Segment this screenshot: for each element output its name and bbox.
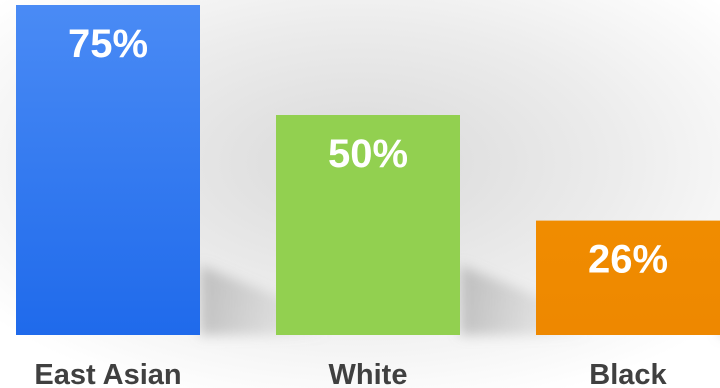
value-labels: 75% 50% 26% [68,22,668,282]
category-label-east-asian: East Asian [34,359,181,388]
bar-east-asian [16,5,200,335]
category-label-white: White [329,359,408,388]
value-label-black: 26% [588,238,668,282]
bar-white [276,115,460,335]
category-label-black: Black [589,359,667,388]
category-labels: East Asian White Black [34,359,667,388]
bars [16,5,720,335]
value-label-east-asian: 75% [68,22,148,66]
bar-black [536,220,720,335]
value-label-white: 50% [328,132,408,176]
